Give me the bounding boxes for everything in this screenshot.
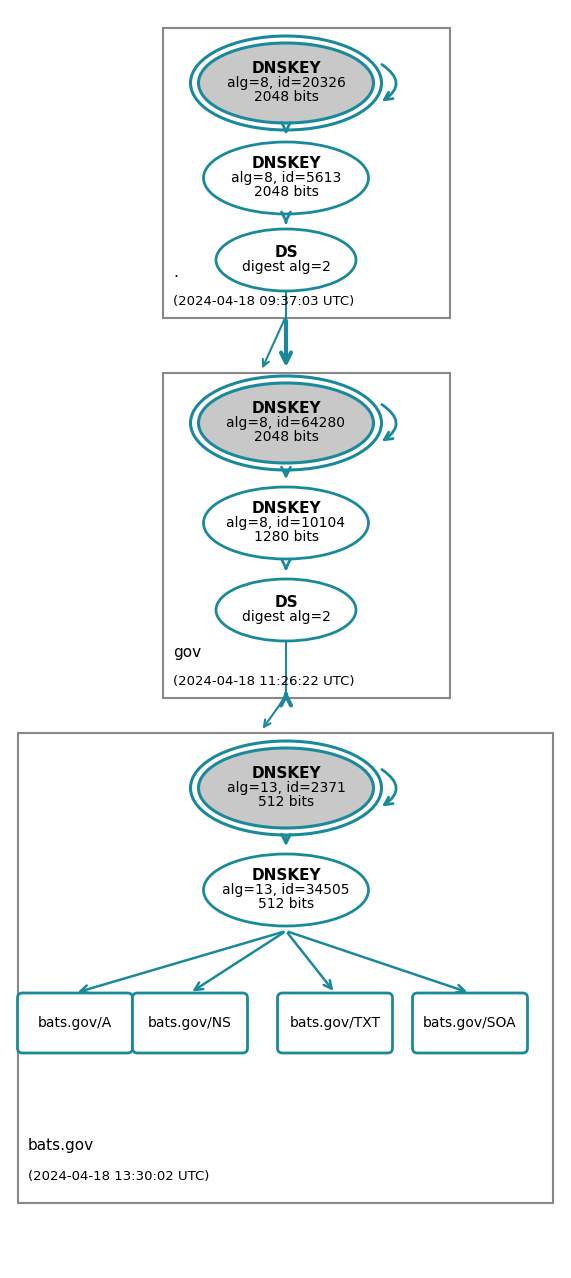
Text: .: . (173, 265, 178, 280)
Text: 2048 bits: 2048 bits (254, 91, 319, 105)
Ellipse shape (199, 43, 373, 123)
Ellipse shape (216, 229, 356, 291)
Ellipse shape (199, 748, 373, 828)
Text: DNSKEY: DNSKEY (251, 501, 321, 516)
FancyBboxPatch shape (18, 993, 132, 1053)
Text: bats.gov/NS: bats.gov/NS (148, 1016, 232, 1030)
Ellipse shape (199, 383, 373, 463)
FancyBboxPatch shape (278, 993, 392, 1053)
Text: 1280 bits: 1280 bits (254, 530, 319, 544)
Text: (2024-04-18 09:37:03 UTC): (2024-04-18 09:37:03 UTC) (173, 295, 354, 308)
Ellipse shape (203, 487, 368, 558)
Text: digest alg=2: digest alg=2 (242, 610, 331, 624)
Bar (163, 28, 450, 318)
Text: gov: gov (173, 645, 201, 659)
Text: DNSKEY: DNSKEY (251, 156, 321, 171)
Text: (2024-04-18 13:30:02 UTC): (2024-04-18 13:30:02 UTC) (28, 1169, 210, 1183)
Text: alg=8, id=20326: alg=8, id=20326 (227, 75, 345, 89)
Text: alg=13, id=34505: alg=13, id=34505 (222, 883, 350, 897)
Text: 512 bits: 512 bits (258, 795, 314, 809)
Text: alg=13, id=2371: alg=13, id=2371 (227, 781, 345, 795)
Text: DNSKEY: DNSKEY (251, 61, 321, 77)
Text: bats.gov/SOA: bats.gov/SOA (423, 1016, 517, 1030)
Text: 512 bits: 512 bits (258, 897, 314, 911)
Text: digest alg=2: digest alg=2 (242, 261, 331, 275)
Text: DNSKEY: DNSKEY (251, 868, 321, 883)
Text: bats.gov/A: bats.gov/A (38, 1016, 112, 1030)
Text: alg=8, id=64280: alg=8, id=64280 (227, 417, 345, 429)
Text: alg=8, id=10104: alg=8, id=10104 (227, 516, 345, 530)
Ellipse shape (203, 142, 368, 213)
FancyBboxPatch shape (412, 993, 528, 1053)
Text: DS: DS (274, 596, 298, 611)
Bar (18, 734, 553, 1203)
Text: bats.gov/TXT: bats.gov/TXT (289, 1016, 380, 1030)
FancyBboxPatch shape (132, 993, 247, 1053)
Text: DNSKEY: DNSKEY (251, 767, 321, 781)
Bar (163, 373, 450, 698)
Text: 2048 bits: 2048 bits (254, 431, 319, 445)
Text: (2024-04-18 11:26:22 UTC): (2024-04-18 11:26:22 UTC) (173, 675, 355, 688)
Text: DNSKEY: DNSKEY (251, 401, 321, 417)
Text: alg=8, id=5613: alg=8, id=5613 (231, 171, 341, 185)
Ellipse shape (216, 579, 356, 642)
Text: DS: DS (274, 245, 298, 261)
Text: bats.gov: bats.gov (28, 1137, 94, 1153)
Ellipse shape (203, 854, 368, 927)
Text: 2048 bits: 2048 bits (254, 185, 319, 199)
